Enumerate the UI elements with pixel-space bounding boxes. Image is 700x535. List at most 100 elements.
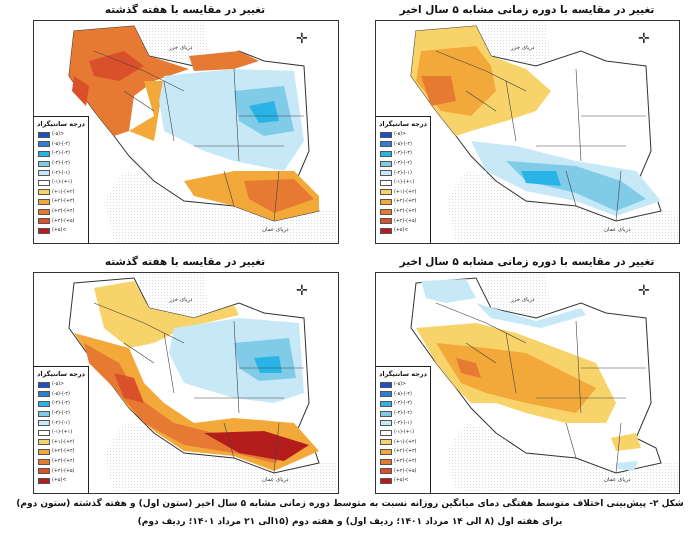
iran-map-bottom-right	[410, 273, 679, 493]
legend-item: (+۵)<	[34, 226, 88, 236]
legend-label: (+۱)-(+۲)	[52, 189, 75, 195]
legend-label: (-۳)-(-۲)	[52, 411, 70, 417]
legend-label: (-۴)-(-۳)	[52, 151, 70, 157]
north-arrow-icon: ✛	[296, 283, 308, 299]
iran-map-bottom-left	[68, 273, 338, 493]
oman-sea-label: دریای عمان	[604, 227, 631, 233]
legend-title: درجه سانتیگراد	[37, 120, 85, 128]
legend-label: (-۱)-(+۱)	[52, 180, 73, 186]
legend-item: (-۳)-(-۲)	[376, 159, 430, 169]
legend-item: (-۱)-(+۱)	[34, 178, 88, 188]
legend-label: (-۵)-(-۴)	[52, 391, 70, 397]
legend-label: (-۵)>	[394, 382, 407, 388]
legend: درجه سانتیگراد (-۵)> (-۵)-(-۴) (-۴)-(-۳)…	[34, 366, 89, 493]
legend-swatch	[380, 141, 392, 148]
legend-swatch	[38, 468, 50, 475]
legend-label: (+۵)<	[394, 228, 409, 234]
panel-title-bottom-right: تغییر در مقایسه با دوره زمانی مشابه ۵ سا…	[399, 256, 655, 268]
legend-item: (+۱)-(+۲)	[34, 438, 88, 448]
legend-swatch	[38, 420, 50, 427]
legend-label: (+۴)-(+۵)	[394, 218, 417, 224]
legend-item: (+۵)<	[34, 476, 88, 486]
legend-item: (+۱)-(+۲)	[376, 188, 430, 198]
legend-item: (-۱)-(+۱)	[34, 428, 88, 438]
legend-swatch	[38, 410, 50, 417]
legend-item: (-۳)-(-۲)	[34, 159, 88, 169]
legend-label: (+۳)-(+۴)	[394, 459, 417, 465]
legend-item: (-۵)-(-۴)	[34, 390, 88, 400]
legend-swatch	[380, 208, 392, 215]
legend-item: (-۵)>	[34, 380, 88, 390]
legend-label: (+۲)-(+۳)	[394, 449, 417, 455]
north-arrow-icon: ✛	[638, 283, 650, 299]
legend-swatch	[380, 160, 392, 167]
legend-item: (-۵)>	[376, 380, 430, 390]
legend-label: (-۲)-(-۱)	[52, 170, 70, 176]
legend-swatch	[38, 477, 50, 484]
legend: درجه سانتیگراد (-۵)> (-۵)-(-۴) (-۴)-(-۳)…	[376, 366, 431, 493]
legend-label: (+۲)-(+۳)	[394, 199, 417, 205]
north-arrow-icon: ✛	[296, 31, 308, 47]
legend-label: (-۵)-(-۴)	[52, 141, 70, 147]
legend-label: (-۱)-(+۱)	[394, 180, 415, 186]
legend-item: (+۴)-(+۵)	[376, 216, 430, 226]
legend-item: (+۲)-(+۳)	[376, 197, 430, 207]
oman-sea-label: دریای عمان	[262, 227, 289, 233]
legend-label: (-۲)-(-۱)	[394, 170, 412, 176]
legend-swatch	[380, 410, 392, 417]
legend-swatch	[380, 218, 392, 225]
legend-label: (-۲)-(-۱)	[394, 420, 412, 426]
legend-swatch	[38, 448, 50, 455]
legend-item: (-۲)-(-۱)	[376, 418, 430, 428]
legend-item: (-۵)-(-۴)	[376, 390, 430, 400]
legend-label: (+۲)-(+۳)	[52, 449, 75, 455]
legend-label: (-۲)-(-۱)	[52, 420, 70, 426]
legend-item: (+۳)-(+۴)	[376, 457, 430, 467]
legend-item: (+۳)-(+۴)	[376, 207, 430, 217]
legend-swatch	[380, 150, 392, 157]
map-panel-bottom-left: دریای خزر دریای عمان ✛ درجه سانتیگراد (-…	[33, 272, 339, 494]
legend-label: (+۳)-(+۴)	[394, 209, 417, 215]
legend-swatch	[380, 198, 392, 205]
legend-item: (+۴)-(+۵)	[34, 466, 88, 476]
legend-label: (-۵)>	[394, 132, 407, 138]
legend-label: (-۱)-(+۱)	[394, 430, 415, 436]
legend-label: (-۵)>	[52, 132, 65, 138]
legend-swatch	[38, 439, 50, 446]
legend-label: (-۵)-(-۴)	[394, 391, 412, 397]
legend-item: (+۲)-(+۳)	[376, 447, 430, 457]
legend-item: (-۲)-(-۱)	[376, 168, 430, 178]
legend-swatch	[380, 420, 392, 427]
legend-label: (-۱)-(+۱)	[52, 430, 73, 436]
legend-item: (+۴)-(+۵)	[34, 216, 88, 226]
legend-item: (+۵)<	[376, 226, 430, 236]
panel-title-top-right: تغییر در مقایسه با دوره زمانی مشابه ۵ سا…	[399, 4, 655, 16]
legend-label: (+۵)<	[52, 228, 67, 234]
legend-item: (-۳)-(-۲)	[376, 409, 430, 419]
legend-item: (-۴)-(-۳)	[34, 399, 88, 409]
legend-swatch	[38, 150, 50, 157]
legend-swatch	[380, 439, 392, 446]
north-arrow-icon: ✛	[638, 31, 650, 47]
legend-item: (+۱)-(+۲)	[376, 438, 430, 448]
legend-swatch	[38, 208, 50, 215]
legend-swatch	[380, 477, 392, 484]
legend-swatch	[380, 400, 392, 407]
legend-title: درجه سانتیگراد	[37, 370, 85, 378]
legend-label: (+۴)-(+۵)	[52, 218, 75, 224]
legend-label: (+۱)-(+۲)	[394, 189, 417, 195]
legend-item: (-۴)-(-۳)	[376, 149, 430, 159]
legend-label: (-۴)-(-۳)	[52, 401, 70, 407]
legend-item: (-۵)>	[34, 130, 88, 140]
figure-caption-line2: برای هفته اول (۸ الی ۱۴ مرداد ۱۴۰۱؛ ردیف…	[137, 517, 563, 527]
legend-label: (+۴)-(+۵)	[394, 468, 417, 474]
legend-label: (+۵)<	[52, 478, 67, 484]
legend-swatch	[380, 468, 392, 475]
legend-swatch	[38, 227, 50, 234]
legend-swatch	[38, 391, 50, 398]
legend-swatch	[38, 458, 50, 465]
legend-swatch	[38, 429, 50, 436]
legend-label: (-۵)-(-۴)	[394, 141, 412, 147]
legend-swatch	[38, 141, 50, 148]
legend-label: (-۳)-(-۲)	[52, 161, 70, 167]
